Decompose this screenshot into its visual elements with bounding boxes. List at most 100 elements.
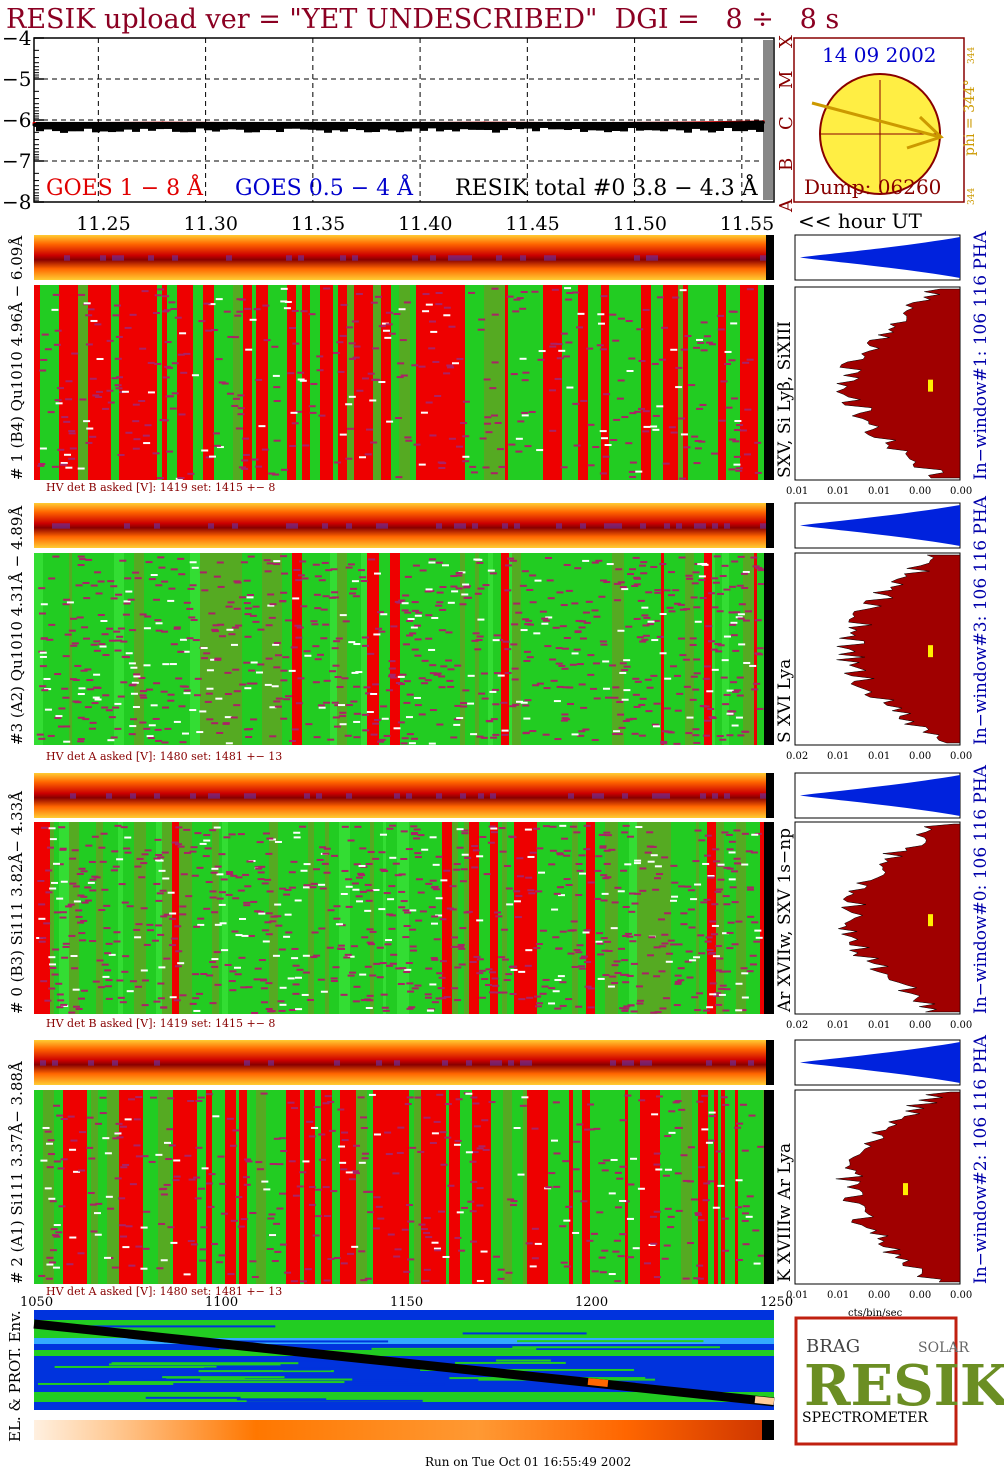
channel-band-speckle bbox=[472, 523, 478, 529]
channel-spectrogram-dash bbox=[528, 892, 536, 895]
channel-spectrogram-column bbox=[469, 822, 479, 1014]
channel-spectrogram-dash bbox=[345, 885, 353, 888]
channel-spectrogram-dash bbox=[506, 903, 514, 906]
channel-spectrogram-dash bbox=[453, 863, 461, 866]
channel-spectrogram-dash bbox=[362, 1152, 370, 1155]
channel-spectrogram-dash bbox=[68, 430, 76, 433]
channel-spectrogram-dash bbox=[697, 934, 705, 937]
channel-spectrogram-dash bbox=[603, 849, 611, 852]
channel-spectrogram-dash bbox=[654, 877, 662, 880]
channel-spectrogram-dash bbox=[187, 1099, 195, 1102]
channel-spectrogram-dash bbox=[700, 901, 708, 904]
channel-spectrogram-dash bbox=[126, 905, 134, 908]
channel-spectrogram-dash bbox=[333, 1256, 341, 1259]
goes-resik-step bbox=[108, 121, 116, 133]
channel-spectrogram-dash bbox=[77, 997, 85, 1000]
channel-spectrogram-dash bbox=[394, 874, 402, 877]
channel-spectrogram-column bbox=[697, 285, 704, 480]
channel-spectrogram-column bbox=[491, 1090, 503, 1284]
channel-spectrogram-dash bbox=[167, 599, 175, 602]
channel-spectrogram-dash bbox=[75, 584, 83, 587]
channel-spectrogram-dash bbox=[614, 972, 622, 975]
channel-spectrogram-dash bbox=[273, 700, 281, 703]
channel-spectrogram-dash bbox=[512, 310, 520, 313]
channel-spectrogram-column bbox=[671, 822, 675, 1014]
channel-spectrogram-dash bbox=[138, 876, 146, 879]
channel-spectrogram-dash bbox=[323, 701, 331, 704]
channel-spectrogram-dash bbox=[211, 630, 219, 633]
channel-spectrogram-dash bbox=[55, 402, 63, 405]
channel-spectrogram-dash bbox=[211, 867, 219, 870]
channel-spectrogram-dash bbox=[550, 342, 558, 345]
channel-spectrogram-dash bbox=[308, 1203, 316, 1206]
goes-class-letter-group: A bbox=[776, 198, 797, 213]
channel-spectrogram-dash bbox=[132, 447, 140, 450]
goes-resik-step bbox=[228, 121, 236, 130]
channel-spectrogram-dash bbox=[130, 666, 138, 669]
channel-spectrogram-column bbox=[535, 553, 542, 745]
channel-spectrogram-dash bbox=[647, 954, 655, 957]
channel-spectrogram-dash bbox=[72, 988, 80, 991]
channel-spectrogram-dash bbox=[421, 659, 429, 662]
channel-spectrogram-dash bbox=[621, 1009, 629, 1012]
channel-spectrogram-dash bbox=[491, 977, 499, 980]
time-tick-label: 11.25 bbox=[76, 213, 130, 235]
channel-spectrogram-dash bbox=[698, 440, 706, 443]
pha-top-histogram bbox=[800, 505, 960, 546]
channel-spectrogram-dash bbox=[707, 708, 715, 711]
channel-spectrogram-dash bbox=[641, 606, 649, 609]
goes-resik-step bbox=[84, 121, 92, 129]
channel-spectrogram-column bbox=[609, 285, 618, 480]
channel-spectrogram-dash bbox=[308, 313, 316, 316]
channel-spectrogram-column bbox=[667, 285, 678, 480]
pha-label: In−window#0: 106 116 PHA bbox=[971, 764, 991, 1014]
channel-spectrogram-column bbox=[69, 822, 79, 1014]
channel-spectrogram-dash bbox=[525, 1242, 533, 1245]
channel-spectrogram-dash bbox=[234, 314, 242, 317]
channel-spectrogram-dash bbox=[87, 308, 95, 311]
channel-spectrogram-dash bbox=[288, 871, 296, 874]
channel-spectrogram-dash bbox=[726, 848, 734, 851]
channel-spectrogram-dash bbox=[414, 1096, 422, 1099]
channel-spectrogram-dash bbox=[194, 677, 202, 680]
channel-spectrogram-dash bbox=[300, 605, 308, 608]
channel-spectrogram-dash bbox=[331, 701, 339, 704]
channel-spectrogram-column bbox=[389, 1090, 401, 1284]
goes-resik-step bbox=[628, 121, 636, 129]
channel-spectrogram-dash bbox=[439, 960, 447, 963]
channel-spectrogram-column bbox=[114, 553, 124, 745]
channel-spectrogram-dash bbox=[285, 695, 293, 698]
channel-spectrogram-dash bbox=[671, 895, 679, 898]
pha-tick-label: 0.01 bbox=[868, 486, 890, 497]
channel-spectrogram-dash bbox=[479, 437, 487, 440]
channel-spectrogram-dash bbox=[692, 571, 700, 574]
channel-spectrogram-dash bbox=[141, 1155, 149, 1158]
sun-panel: 14 09 2002 Dump: 06260 phi = 344° 344 34… bbox=[793, 37, 978, 205]
channel-spectrogram-dash bbox=[497, 1277, 505, 1280]
channel-spectrogram-dash bbox=[62, 655, 70, 658]
channel-spectrogram-dash bbox=[293, 831, 301, 834]
channel-spectrogram-column bbox=[170, 1090, 173, 1284]
channel-spectrogram-dash bbox=[351, 1245, 359, 1248]
channel-spectrogram-dash bbox=[747, 915, 755, 918]
channel-spectrogram-dash bbox=[422, 293, 430, 296]
goes-resik-step bbox=[516, 121, 524, 130]
channel-spectrogram-dash bbox=[676, 692, 684, 695]
channel-spectrogram-dash bbox=[714, 945, 722, 948]
channel-spectrogram-dash bbox=[366, 994, 374, 997]
channel-spectrogram-dash bbox=[646, 831, 654, 834]
goes-resik-step bbox=[420, 121, 428, 131]
channel-spectrogram-dash bbox=[604, 443, 612, 446]
channel-spectrogram-column bbox=[661, 553, 664, 745]
channel-spectrogram-dash bbox=[73, 900, 81, 903]
channel-spectrogram-dash bbox=[627, 573, 635, 576]
channel-spectrogram-dash bbox=[125, 431, 133, 434]
channel-spectrogram-dash bbox=[129, 629, 137, 632]
channel-spectrogram-dash bbox=[67, 903, 75, 906]
channel-spectrogram-dash bbox=[573, 444, 581, 447]
channel-spectrogram-dash bbox=[741, 1149, 749, 1152]
channel-spectrogram-dash bbox=[490, 414, 498, 417]
goes-resik-step bbox=[164, 121, 172, 129]
channel-spectrogram-dash bbox=[379, 868, 387, 871]
channel-spectrogram-dash bbox=[675, 943, 683, 946]
